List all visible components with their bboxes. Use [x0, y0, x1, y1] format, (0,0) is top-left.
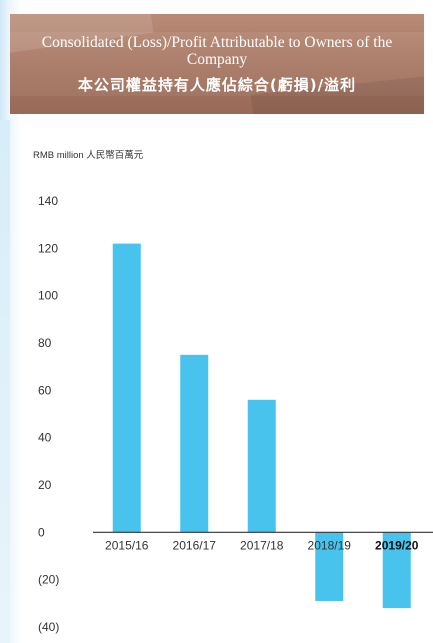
y-axis-tick-labels: 140 120 100 80 60 40 20 0 (20) (40): [38, 194, 59, 634]
bar-2015-16: [112, 243, 141, 533]
category-label: 2019/20: [375, 538, 419, 552]
y-tick-label: (40): [38, 620, 59, 634]
bar-2019-20: [382, 532, 411, 609]
category-label: 2018/19: [308, 538, 352, 552]
category-label: 2017/18: [240, 538, 284, 552]
bar-2017-18: [247, 399, 276, 533]
y-tick-label: 20: [38, 478, 52, 492]
y-tick-label: (20): [38, 573, 59, 587]
y-tick-label: 60: [38, 383, 52, 397]
y-tick-label: 80: [38, 336, 52, 350]
y-tick-label: 120: [38, 241, 58, 255]
title-banner: Consolidated (Loss)/Profit Attributable …: [10, 14, 424, 114]
unit-label: RMB million 人民幣百萬元: [33, 150, 144, 161]
side-decoration-strip: [0, 120, 10, 643]
category-label: 2015/16: [105, 538, 149, 552]
y-tick-label: 0: [38, 525, 45, 539]
bar-2018-19: [315, 532, 344, 601]
category-label: 2016/17: [173, 538, 217, 552]
bars: [112, 243, 411, 609]
y-tick-label: 140: [38, 194, 58, 208]
chart-title-english: Consolidated (Loss)/Profit Attributable …: [41, 34, 393, 68]
y-tick-label: 40: [38, 431, 52, 445]
category-labels: 2015/16 2016/17 2017/18 2018/19 2019/20: [105, 538, 419, 552]
bar-2016-17: [180, 354, 209, 533]
chart-title-chinese: 本公司權益持有人應佔綜合(虧損)/溢利: [77, 76, 357, 94]
y-tick-label: 100: [38, 289, 58, 303]
